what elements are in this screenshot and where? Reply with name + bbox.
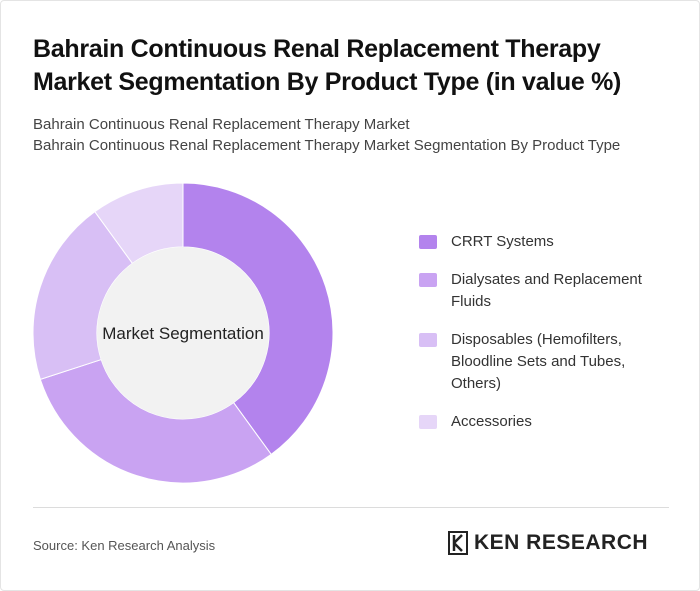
chart-subtitle: Bahrain Continuous Renal Replacement The… xyxy=(33,114,683,156)
legend-item: Disposables (Hemofilters, Bloodline Sets… xyxy=(419,329,669,395)
chart-legend: CRRT Systems Dialysates and Replacement F… xyxy=(419,231,669,449)
legend-item: CRRT Systems xyxy=(419,231,669,253)
legend-swatch xyxy=(419,415,437,429)
ken-research-logo: KEN RESEARCH xyxy=(448,531,648,555)
donut-center-label: Market Segmentation xyxy=(102,324,264,343)
legend-item: Accessories xyxy=(419,411,669,433)
ken-research-logo-icon xyxy=(448,531,468,555)
legend-label: Dialysates and Replacement Fluids xyxy=(451,271,642,310)
legend-item: Dialysates and Replacement Fluids xyxy=(419,269,669,313)
footer-divider xyxy=(33,507,669,508)
legend-label: CRRT Systems xyxy=(451,233,554,250)
subtitle-line-1: Bahrain Continuous Renal Replacement The… xyxy=(33,116,410,133)
subtitle-line-2: Bahrain Continuous Renal Replacement The… xyxy=(33,137,621,154)
legend-label: Disposables (Hemofilters, Bloodline Sets… xyxy=(451,331,626,392)
donut-hole xyxy=(97,247,269,419)
ken-research-logo-text: KEN RESEARCH xyxy=(474,531,649,554)
legend-swatch xyxy=(419,333,437,347)
legend-swatch xyxy=(419,273,437,287)
source-note: Source: Ken Research Analysis xyxy=(33,538,216,553)
chart-title: Bahrain Continuous Renal Replacement The… xyxy=(33,35,622,96)
donut-chart: Market Segmentation xyxy=(32,182,334,484)
legend-swatch xyxy=(419,235,437,249)
legend-label: Accessories xyxy=(451,413,532,430)
